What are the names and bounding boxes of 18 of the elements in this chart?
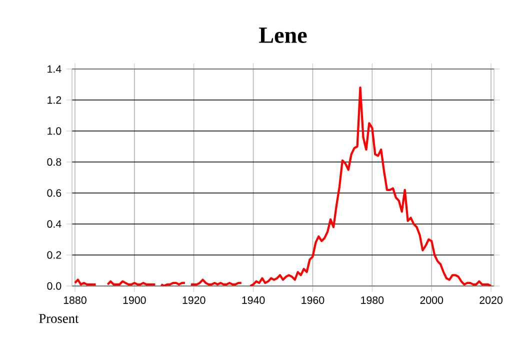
x-tick-label: 1920 — [182, 296, 206, 304]
x-tick-label: 1940 — [242, 296, 265, 304]
x-tick-label: 1960 — [302, 296, 324, 304]
y-tick-label: 1.4 — [48, 65, 62, 73]
y-tick-label: 0.6 — [47, 189, 62, 197]
y-axis-title: Prosent — [39, 314, 79, 323]
y-tick-label: 1.2 — [48, 96, 62, 104]
y-tick-label: 0.2 — [47, 251, 62, 259]
x-tick-label: 1980 — [361, 296, 384, 304]
x-tick-label: 1900 — [123, 296, 146, 304]
chart-title: Lene — [259, 28, 307, 43]
y-tick-label: 1.0 — [48, 127, 62, 135]
y-tick-label: 0.4 — [47, 220, 62, 228]
x-tick-label: 2020 — [480, 296, 502, 304]
x-tick-label: 2000 — [420, 296, 444, 304]
y-tick-label: 0.0 — [47, 282, 62, 290]
x-tick-label: 1880 — [64, 296, 86, 304]
y-tick-label: 0.8 — [47, 158, 62, 166]
